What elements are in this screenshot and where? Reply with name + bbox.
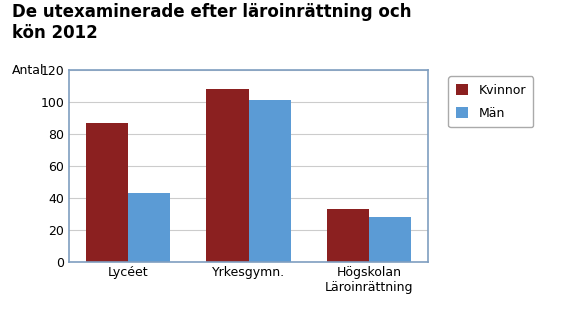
Text: Antal: Antal [12, 64, 44, 77]
Bar [369, 217, 412, 262]
Legend: Kvinnor, Män: Kvinnor, Män [449, 77, 533, 127]
Bar [249, 100, 291, 262]
Text: De utexaminerade efter läroinrättning och
kön 2012: De utexaminerade efter läroinrättning oc… [12, 3, 411, 42]
Bar [128, 193, 170, 262]
Bar [206, 89, 249, 262]
Bar [327, 209, 369, 262]
Bar [86, 123, 128, 262]
